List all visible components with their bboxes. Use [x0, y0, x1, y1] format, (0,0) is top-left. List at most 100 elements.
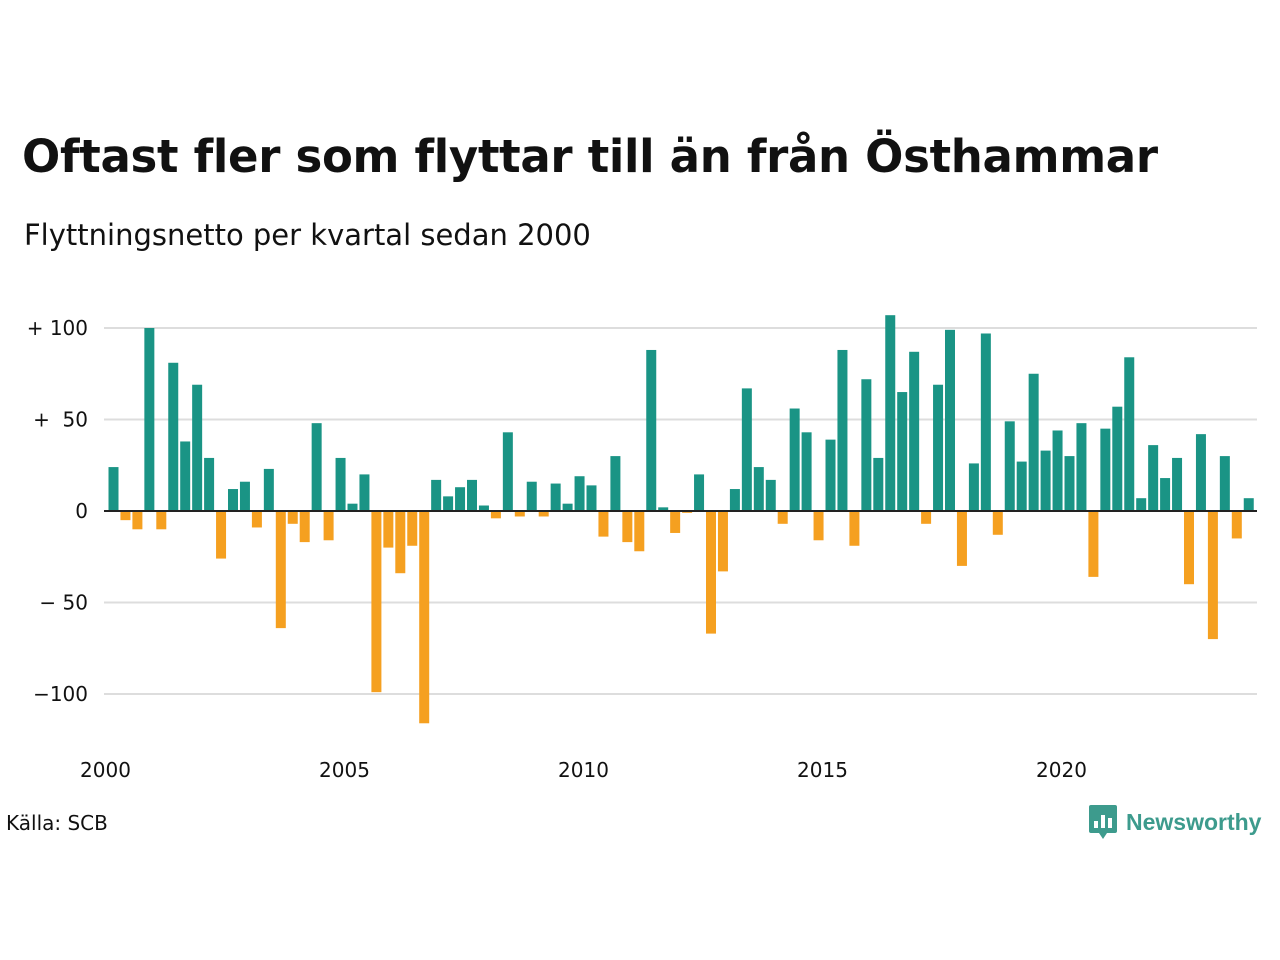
bar-2006-k4: [431, 479, 442, 511]
source-note: Källa: SCB: [6, 811, 108, 835]
bar-2008-k2: [502, 432, 513, 511]
bar-2023-k4: [1243, 498, 1254, 511]
bar-2021-k4: [1148, 445, 1159, 511]
bar-2013-k2: [741, 388, 752, 511]
bar-2012-k3: [706, 511, 716, 634]
bar-2008-k4: [526, 481, 537, 511]
bar-2006-k2: [407, 511, 418, 546]
y-tick-label: 0: [75, 499, 88, 523]
bar-2021-k1: [1112, 406, 1123, 511]
bar-2010-k3: [610, 456, 621, 511]
bar-2000-k4: [144, 328, 155, 511]
bar-2005-k3: [371, 511, 382, 693]
y-axis-tick-labels: + 100 + 50 0 − 50 −100: [27, 316, 88, 706]
bar-2016-k1: [873, 457, 884, 511]
bar-2023-k2: [1219, 456, 1230, 511]
x-axis-tick-labels: 2000 2005 2010 2015 2020: [80, 758, 1087, 782]
bar-2022-k2: [1172, 457, 1183, 511]
bar-2019-k4: [1052, 430, 1063, 511]
bar-2017-k4: [956, 511, 967, 566]
bar-2015-k4: [861, 379, 872, 511]
chart-subtitle: Flyttningsnetto per kvartal sedan 2000: [24, 218, 591, 252]
bar-2005-k2: [359, 474, 370, 511]
bar-2022-k4: [1195, 434, 1206, 511]
bar-2009-k4: [574, 476, 585, 511]
bar-2004-k2: [311, 423, 322, 511]
bar-2012-k2: [694, 474, 705, 511]
x-tick-label: 2015: [797, 758, 848, 782]
bar-2015-k2: [837, 349, 848, 511]
bar-2011-k1: [634, 511, 645, 552]
bar-2001-k3: [180, 441, 191, 511]
bar-2018-k4: [1004, 421, 1015, 511]
bar-2020-k3: [1088, 511, 1099, 577]
bar-2004-k3: [323, 511, 334, 541]
bar-2023-k1: [1207, 511, 1218, 640]
bar-2011-k4: [670, 511, 681, 533]
bar-2010-k2: [598, 511, 609, 537]
bar-2008-k3: [514, 511, 525, 517]
bar-2022-k1: [1160, 478, 1171, 511]
bar-2009-k2: [550, 483, 561, 511]
bar-2013-k3: [753, 467, 764, 511]
y-tick-label: − 50: [39, 591, 88, 615]
bar-2006-k1: [395, 511, 406, 574]
bar-2004-k4: [335, 457, 346, 511]
x-tick-label: 2020: [1036, 758, 1087, 782]
bar-2002-k1: [204, 457, 215, 511]
bar-2007-k1: [443, 496, 454, 511]
bar-2001-k2: [168, 362, 179, 511]
bar-2014-k3: [801, 432, 812, 511]
bar-2010-k1: [586, 485, 597, 511]
bar-2011-k2: [646, 349, 657, 511]
bar-2003-k3: [275, 511, 286, 629]
bar-2022-k3: [1184, 511, 1194, 585]
bar-2000-k2: [120, 511, 131, 521]
bar-2013-k1: [729, 489, 740, 511]
bar-2020-k4: [1100, 428, 1111, 511]
bar-2021-k2: [1124, 357, 1135, 511]
bar-2023-k3: [1231, 511, 1242, 539]
bar-2002-k2: [216, 511, 227, 559]
logo-text: Newsworthy: [1126, 808, 1262, 835]
bar-2000-k3: [132, 511, 143, 530]
bar-2019-k3: [1040, 450, 1051, 511]
bar-2017-k1: [921, 511, 932, 524]
bar-2002-k4: [239, 481, 250, 511]
y-tick-label: + 100: [27, 316, 88, 340]
bar-2009-k1: [538, 511, 549, 517]
bar-2003-k4: [287, 511, 298, 524]
bar-2019-k1: [1016, 461, 1027, 511]
bar-2020-k2: [1076, 423, 1087, 511]
bar-2016-k4: [909, 351, 920, 511]
bar-2006-k3: [419, 511, 430, 724]
x-tick-label: 2005: [319, 758, 370, 782]
bar-2015-k3: [849, 511, 860, 546]
bar-2004-k1: [299, 511, 310, 543]
bar-2013-k4: [765, 479, 776, 511]
bar-2001-k1: [156, 511, 167, 530]
bars: [108, 315, 1254, 724]
bar-2012-k4: [717, 511, 728, 572]
grid-lines: [104, 327, 1257, 695]
bar-2010-k4: [622, 511, 633, 543]
bar-2007-k3: [467, 479, 477, 511]
bar-2005-k4: [383, 511, 394, 548]
bar-2007-k2: [455, 487, 466, 511]
bar-2020-k1: [1064, 456, 1075, 511]
bar-2019-k2: [1028, 373, 1039, 511]
y-tick-label: −100: [33, 682, 88, 706]
bar-2001-k4: [192, 384, 203, 511]
bar-2008-k1: [490, 511, 501, 519]
bar-2005-k1: [347, 503, 358, 511]
chart-title: Oftast fler som flyttar till än från Öst…: [22, 130, 1158, 183]
bar-2009-k3: [562, 503, 573, 511]
bar-2018-k1: [968, 463, 979, 511]
x-tick-label: 2010: [558, 758, 609, 782]
newsworthy-bar-chart-logo-icon: [1089, 805, 1117, 839]
bar-2017-k2: [933, 384, 944, 511]
y-tick-label: + 50: [33, 408, 88, 432]
bar-2018-k3: [992, 511, 1003, 535]
bar-2014-k2: [789, 408, 800, 511]
bar-2003-k2: [263, 468, 274, 511]
